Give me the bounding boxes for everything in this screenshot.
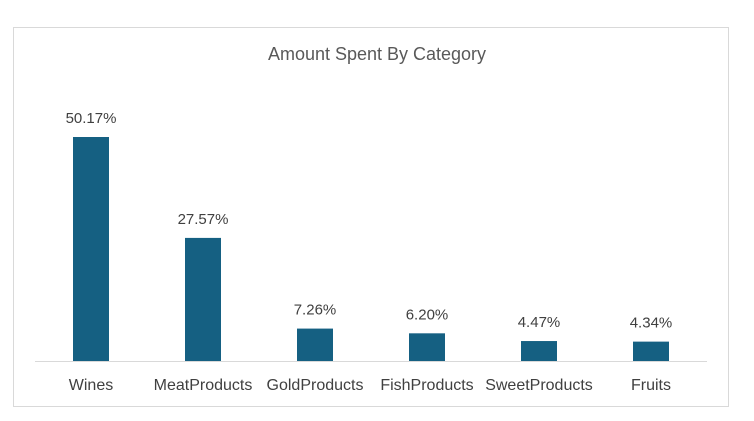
data-label-fishproducts: 6.20% [406,306,449,323]
data-labels: 50.17% 27.57% 7.26% 6.20% 4.47% 4.34% [66,110,673,332]
tick-label-wines: Wines [69,377,113,394]
bar-fruits [633,341,669,361]
data-label-goldproducts: 7.26% [294,302,337,319]
tick-label-goldproducts: GoldProducts [267,377,364,394]
bar-meatproducts [185,237,221,361]
bar-series [73,137,669,361]
tick-label-fruits: Fruits [631,377,671,394]
chart-frame [13,27,729,407]
data-label-sweetproducts: 4.47% [518,314,561,331]
bar-fishproducts [409,333,445,361]
category-tick-labels: Wines MeatProducts GoldProducts FishProduct… [69,377,671,394]
data-label-wines: 50.17% [66,110,117,127]
tick-label-meatproducts: MeatProducts [154,377,253,394]
bar-sweetproducts [521,341,557,361]
chart-title: Amount Spent By Category [267,44,487,64]
data-label-fruits: 4.34% [630,315,673,332]
data-label-meatproducts: 27.57% [178,211,229,228]
tick-label-sweetproducts: SweetProducts [485,377,593,394]
tick-label-fishproducts: FishProducts [380,377,473,394]
bar-goldproducts [297,328,333,361]
bar-wines [73,137,109,361]
